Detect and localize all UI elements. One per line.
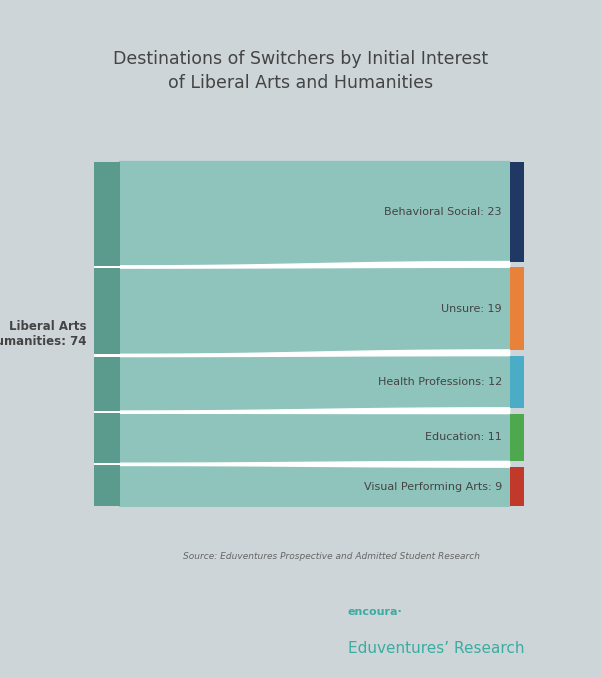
Bar bbox=[94, 355, 120, 357]
Bar bbox=[510, 414, 525, 462]
Polygon shape bbox=[120, 466, 510, 506]
Text: Destinations of Switchers by Initial Interest
of Liberal Arts and Humanities: Destinations of Switchers by Initial Int… bbox=[113, 50, 488, 92]
Text: Health Professions: 12: Health Professions: 12 bbox=[377, 377, 502, 386]
Text: Source: Eduventures Prospective and Admitted Student Research: Source: Eduventures Prospective and Admi… bbox=[183, 552, 480, 561]
Bar bbox=[94, 161, 120, 506]
Bar bbox=[94, 463, 120, 466]
Bar bbox=[510, 267, 525, 350]
Text: Eduventures’ Research: Eduventures’ Research bbox=[348, 641, 525, 656]
Bar bbox=[510, 467, 525, 506]
Polygon shape bbox=[120, 414, 510, 463]
Polygon shape bbox=[120, 161, 510, 266]
Text: encoura·: encoura· bbox=[348, 607, 403, 618]
Text: Visual Performing Arts: 9: Visual Performing Arts: 9 bbox=[364, 482, 502, 492]
Text: Unsure: 19: Unsure: 19 bbox=[441, 304, 502, 314]
Polygon shape bbox=[120, 356, 510, 411]
Text: Behavioral Social: 23: Behavioral Social: 23 bbox=[384, 207, 502, 216]
Text: Education: 11: Education: 11 bbox=[425, 433, 502, 443]
Bar bbox=[94, 411, 120, 414]
Bar bbox=[510, 161, 525, 262]
Polygon shape bbox=[120, 267, 510, 355]
Polygon shape bbox=[120, 350, 510, 357]
Polygon shape bbox=[120, 462, 510, 467]
Bar bbox=[94, 266, 120, 268]
Polygon shape bbox=[120, 408, 510, 414]
Text: Liberal Arts
and Humanities: 74: Liberal Arts and Humanities: 74 bbox=[0, 320, 87, 348]
Bar bbox=[510, 356, 525, 408]
Polygon shape bbox=[120, 262, 510, 268]
